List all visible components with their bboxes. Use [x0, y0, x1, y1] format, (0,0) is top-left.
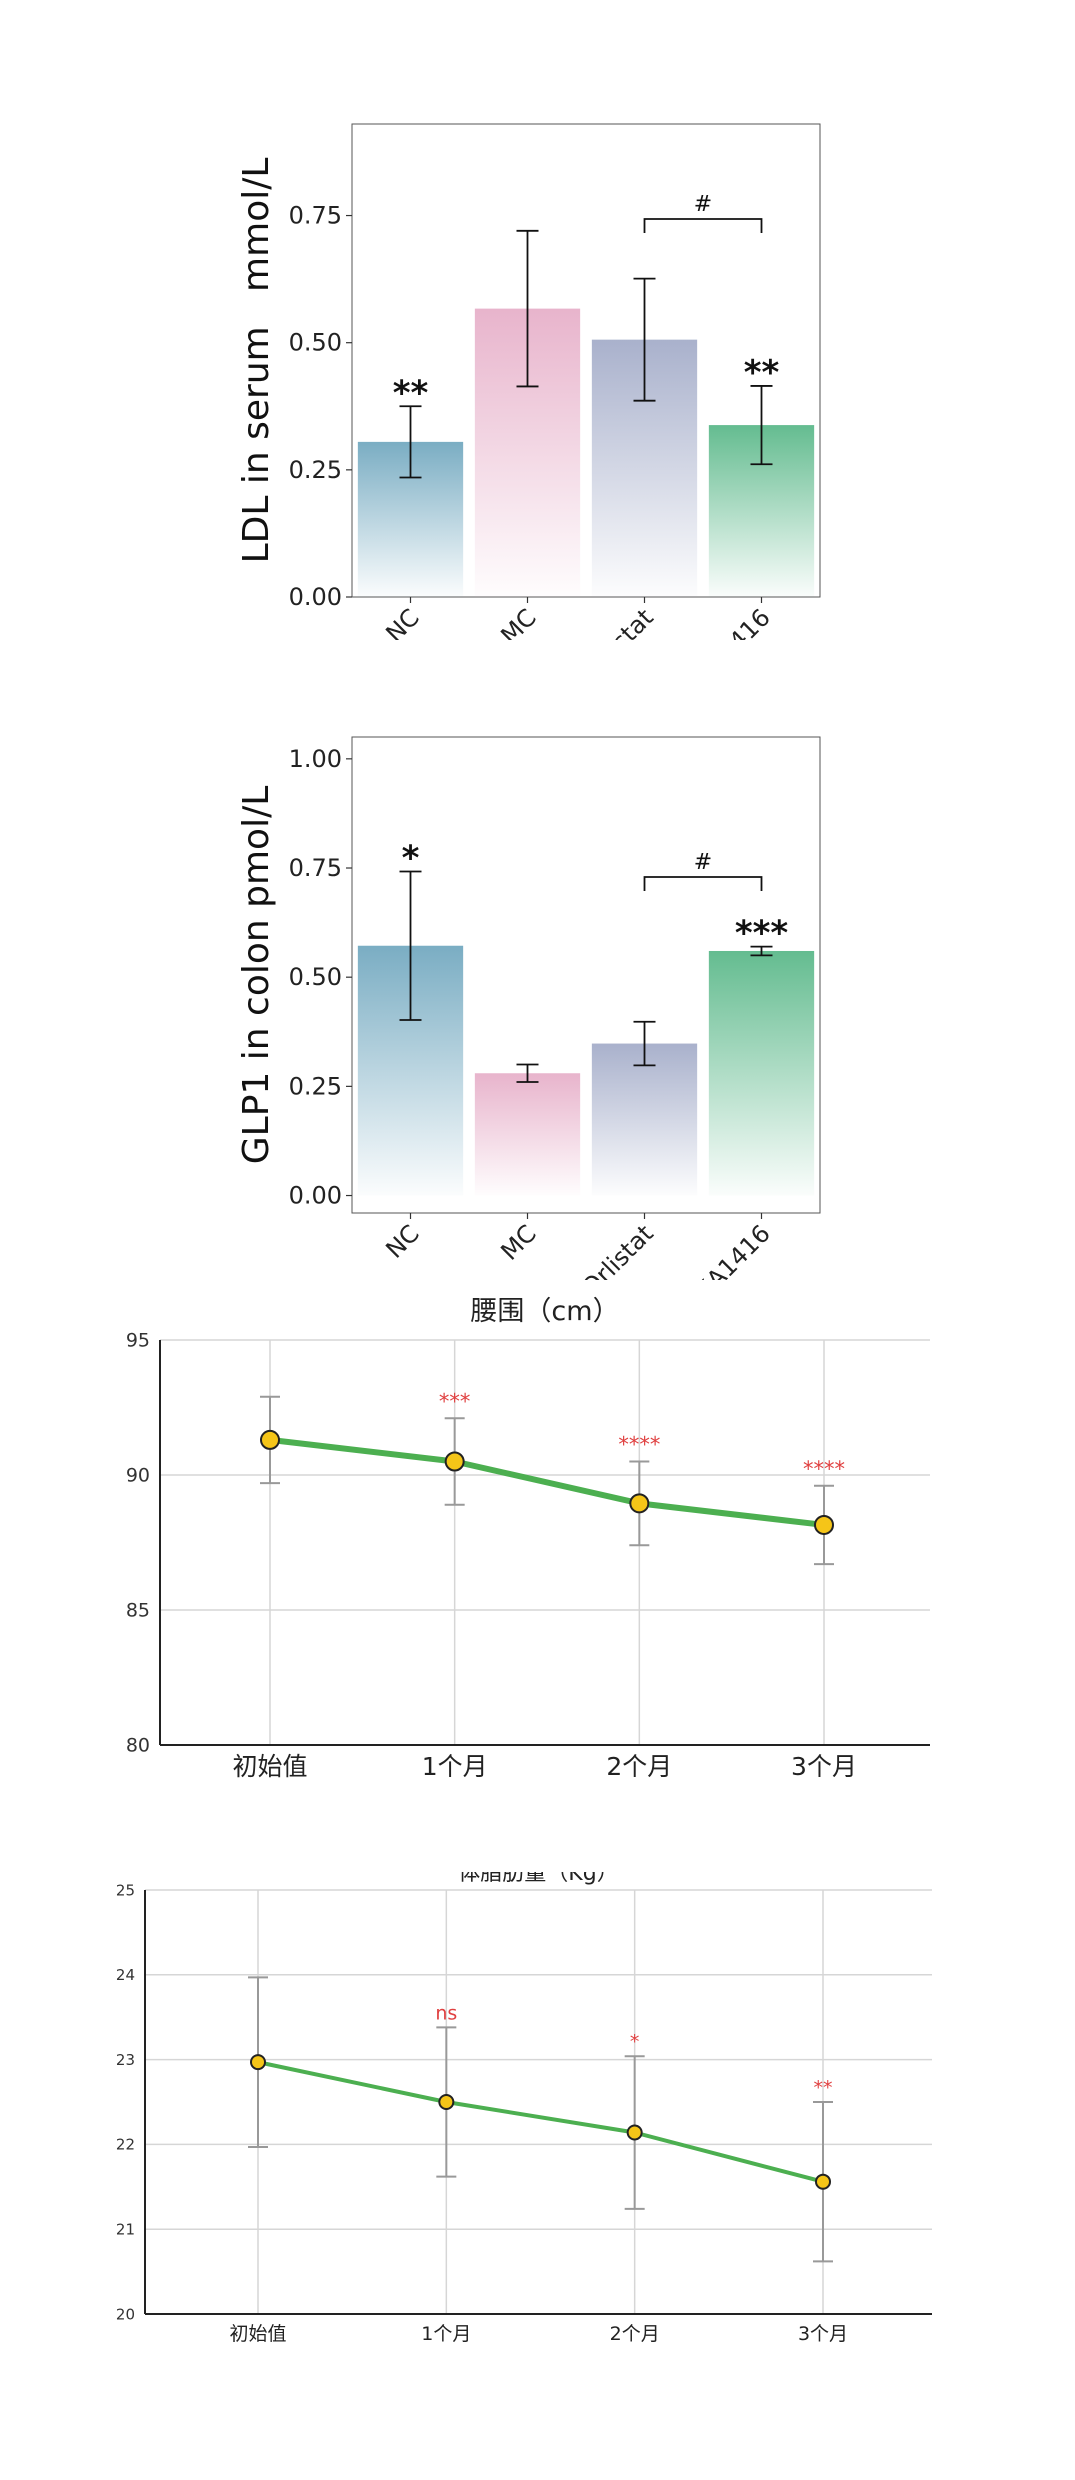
y-tick-label: 0.25: [289, 456, 342, 484]
y-tick-label: 80: [126, 1735, 150, 1757]
data-point: [438, 2094, 455, 2110]
x-tick-label: XA1416: [690, 1219, 776, 1280]
significance-label: *: [630, 2031, 640, 2053]
x-tick-label: 2个月: [606, 1752, 672, 1781]
series-line: [256, 2060, 825, 2184]
significance-label: ns: [435, 2002, 457, 2024]
comparison-label: #: [694, 192, 712, 217]
y-tick-label: 24: [116, 1966, 135, 1984]
x-tick-label: XA1416: [690, 603, 776, 640]
significance-label: ***: [439, 1389, 471, 1413]
ldl-bar-chart: 0.00 0.25 0.50 0.75 LDL in serum mmol/L ** NC M…: [236, 123, 821, 640]
x-tick-label: 1个月: [421, 2323, 471, 2345]
series-line: [267, 1436, 827, 1528]
x-tick-label: 初始值: [232, 1752, 307, 1781]
y-tick-label: 95: [126, 1330, 150, 1352]
data-point: [444, 1451, 465, 1472]
y-tick-label: 0.50: [289, 329, 342, 357]
y-tick-label: 0.50: [289, 963, 342, 991]
significance-label: ***: [735, 914, 789, 954]
x-tick-label: 3个月: [791, 1752, 857, 1781]
significance-label: **: [814, 2077, 833, 2099]
y-tick-label: 22: [116, 2136, 135, 2154]
y-tick-label: 90: [126, 1465, 150, 1487]
x-tick-label: Orlistat: [577, 603, 659, 640]
significance-label: ****: [618, 1433, 660, 1457]
x-tick-label: Orlistat: [577, 1219, 659, 1280]
data-point: [250, 2054, 266, 2071]
y-tick-label: 0.75: [289, 202, 342, 230]
data-point: [260, 1429, 280, 1450]
chart-title: 腰围（cm）: [470, 1296, 619, 1327]
bar-mc: [474, 1073, 581, 1196]
y-tick-label: 1.00: [289, 745, 342, 773]
significance-label: **: [393, 373, 429, 413]
y-tick-label: 0.00: [289, 1182, 342, 1210]
x-tick-label: 3个月: [798, 2323, 848, 2345]
data-point: [629, 1493, 650, 1514]
y-axis-label: GLP1 in colon pmol/L: [236, 786, 277, 1165]
significance-label: **: [744, 353, 780, 393]
x-tick-label: NC: [380, 1219, 424, 1263]
comparison-bracket: [643, 218, 763, 233]
bar-xa1416: [708, 950, 815, 1196]
x-tick-label: 2个月: [610, 2323, 660, 2345]
significance-label: ****: [803, 1457, 845, 1481]
comparison-label: #: [694, 850, 712, 875]
y-tick-label: 0.00: [289, 583, 342, 611]
y-tick-label: 20: [116, 2305, 135, 2323]
comparison-bracket: [643, 876, 763, 891]
y-tick-label: 85: [126, 1600, 150, 1622]
y-tick-label: 0.75: [289, 854, 342, 882]
glp1-bar-chart: 0.00 0.25 0.50 0.75 1.00 GLP1 in colon pmol/L…: [236, 736, 821, 1280]
chart-title: 体脂肪量（Kg）: [458, 1872, 618, 1886]
y-tick-label: 21: [116, 2220, 135, 2238]
data-point: [626, 2124, 643, 2141]
y-axis-label: LDL in serum mmol/L: [236, 158, 277, 564]
y-tick-label: 25: [116, 1881, 135, 1899]
y-tick-label: 0.25: [289, 1072, 342, 1100]
data-point: [814, 1514, 834, 1535]
x-tick-label: MC: [495, 603, 541, 640]
x-tick-label: 1个月: [422, 1752, 488, 1781]
bar-orlistat: [591, 1043, 698, 1196]
x-tick-label: MC: [495, 1219, 541, 1265]
y-tick-label: 23: [116, 2051, 135, 2069]
significance-label: *: [402, 839, 420, 879]
x-tick-label: NC: [380, 603, 424, 640]
x-tick-label: 初始值: [229, 2323, 286, 2345]
data-point: [815, 2173, 831, 2190]
